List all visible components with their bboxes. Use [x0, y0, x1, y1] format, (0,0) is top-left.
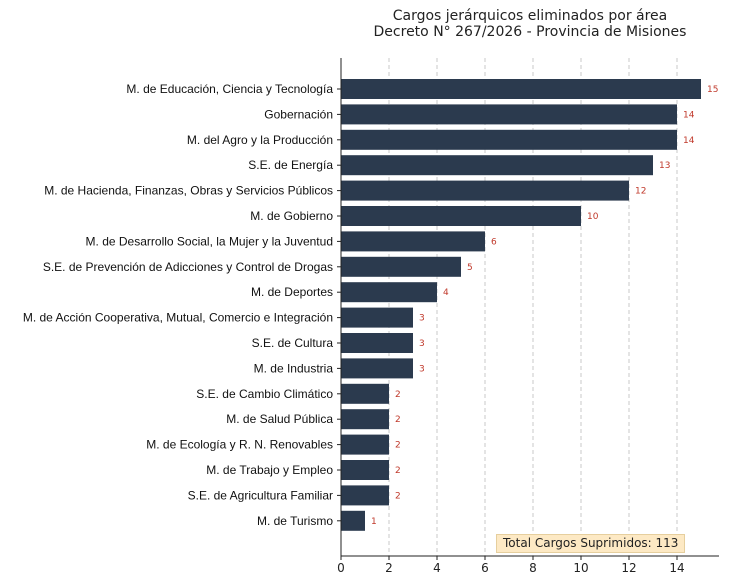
bar — [341, 383, 389, 404]
y-tick-label: M. de Deportes — [251, 285, 333, 299]
data-label: 2 — [395, 441, 401, 451]
y-tick-label: M. de Salud Pública — [226, 412, 333, 426]
y-tick-label: M. de Industria — [254, 361, 334, 375]
x-tick-label: 10 — [573, 561, 588, 575]
data-label: 2 — [395, 491, 401, 501]
x-tick-label: 0 — [337, 561, 345, 575]
data-label: 2 — [395, 466, 401, 476]
data-label: 3 — [419, 314, 425, 324]
x-tick-label: 12 — [621, 561, 636, 575]
data-label: 10 — [587, 212, 599, 222]
data-label: 14 — [683, 110, 695, 120]
data-label: 14 — [683, 136, 695, 146]
x-tick-label: 2 — [385, 561, 393, 575]
data-label: 13 — [659, 161, 670, 171]
bar — [341, 434, 389, 455]
title-line: Cargos jerárquicos eliminados por área — [392, 8, 668, 24]
bar — [341, 510, 365, 531]
bar — [341, 485, 389, 506]
data-label: 15 — [707, 85, 718, 95]
data-label: 5 — [467, 263, 473, 273]
y-tick-label: M. de Turismo — [257, 514, 333, 528]
bar — [341, 307, 413, 328]
y-tick-label: M. de Trabajo y Empleo — [206, 463, 333, 477]
bar — [341, 460, 389, 480]
bar — [341, 333, 413, 353]
y-tick-label: S.E. de Cambio Climático — [196, 387, 333, 401]
bar — [341, 129, 677, 150]
y-tick-label: M. de Hacienda, Finanzas, Obras y Servic… — [44, 184, 333, 198]
y-tick-label: M. del Agro y la Producción — [187, 133, 333, 147]
bar — [341, 256, 461, 277]
y-tick-label: Gobernación — [264, 107, 333, 121]
y-tick-label: M. de Desarrollo Social, la Mujer y la J… — [86, 234, 333, 248]
x-tick-label: 6 — [481, 561, 489, 575]
chart-title: Cargos jerárquicos eliminados por área D… — [330, 8, 730, 40]
data-label: 2 — [395, 415, 401, 425]
data-label: 12 — [635, 187, 646, 197]
subtitle-line: Decreto N° 267/2026 - Provincia de Misio… — [373, 24, 687, 40]
data-label: 4 — [443, 288, 449, 298]
y-tick-label: S.E. de Energía — [248, 158, 333, 172]
data-label: 2 — [395, 390, 401, 400]
bar — [341, 206, 581, 226]
bar — [341, 155, 653, 176]
y-tick-label: M. de Ecología y R. N. Renovables — [146, 438, 333, 452]
data-label: 3 — [419, 339, 425, 349]
bar — [341, 79, 701, 99]
total-annotation: Total Cargos Suprimidos: 113 — [496, 534, 686, 553]
bar — [341, 231, 485, 252]
bar — [341, 282, 437, 303]
y-tick-label: S.E. de Cultura — [252, 336, 334, 350]
data-label: 3 — [419, 364, 425, 374]
bar — [341, 180, 629, 201]
y-tick-label: M. de Gobierno — [250, 209, 333, 223]
y-tick-label: S.E. de Prevención de Adicciones y Contr… — [43, 260, 333, 274]
bar — [341, 104, 677, 125]
y-tick-label: M. de Acción Cooperativa, Mutual, Comerc… — [23, 311, 333, 325]
y-tick-label: S.E. de Agricultura Familiar — [188, 488, 333, 502]
x-tick-label: 8 — [529, 561, 537, 575]
data-label: 6 — [491, 237, 497, 247]
y-tick-label: M. de Educación, Ciencia y Tecnología — [126, 82, 333, 96]
x-tick-label: 4 — [433, 561, 441, 575]
bar — [341, 409, 389, 430]
bar — [341, 358, 413, 379]
data-label: 1 — [371, 517, 377, 527]
x-tick-label: 14 — [669, 561, 684, 575]
